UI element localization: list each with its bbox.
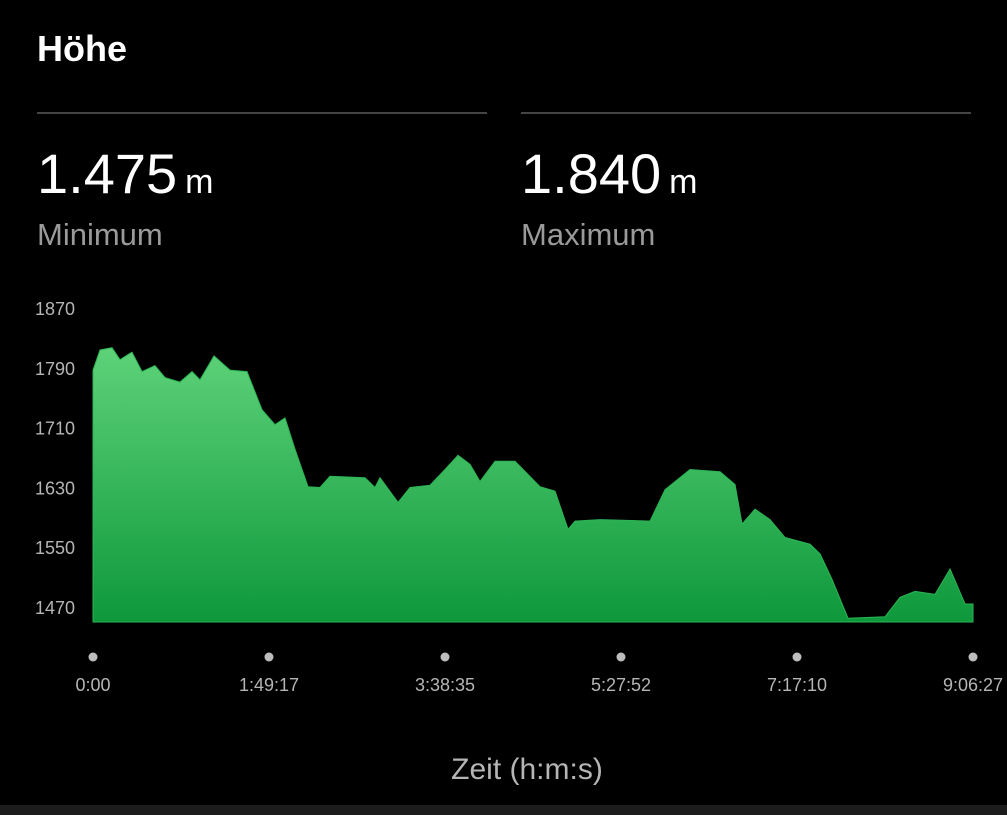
x-tick-label: 9:06:27 <box>943 675 1003 695</box>
stat-label: Maximum <box>521 217 655 252</box>
y-tick-label: 1630 <box>35 478 75 498</box>
x-tick-dot <box>440 652 450 662</box>
x-tick-label: 5:27:52 <box>591 675 651 695</box>
x-axis-label: Zeit (h:m:s) <box>451 753 603 786</box>
y-tick-label: 1790 <box>35 359 75 379</box>
y-tick-label: 1870 <box>35 299 75 319</box>
y-tick-label: 1470 <box>35 598 75 618</box>
stat-label: Minimum <box>37 217 163 252</box>
x-tick-label: 0:00 <box>75 675 110 695</box>
stat-value: 1.840 <box>521 142 661 205</box>
stat-unit: m <box>669 163 697 201</box>
x-tick-dot <box>792 652 802 662</box>
area <box>92 347 974 623</box>
title: Höhe <box>37 28 127 69</box>
x-tick-dot <box>968 652 978 662</box>
y-tick-label: 1550 <box>35 538 75 558</box>
stat: 1.840 m <box>521 142 697 205</box>
stat-value: 1.475 <box>37 142 177 205</box>
stat: 1.475 m <box>37 142 213 205</box>
stat-unit: m <box>185 163 213 201</box>
x-tick-dot <box>616 652 626 662</box>
x-tick-label: 3:38:35 <box>415 675 475 695</box>
x-tick-label: 7:17:10 <box>767 675 827 695</box>
y-tick-label: 1710 <box>35 419 75 439</box>
x-tick-label: 1:49:17 <box>239 675 299 695</box>
x-tick-dot <box>88 652 98 662</box>
bottom-bar <box>0 805 1007 815</box>
x-tick-dot <box>264 652 274 662</box>
